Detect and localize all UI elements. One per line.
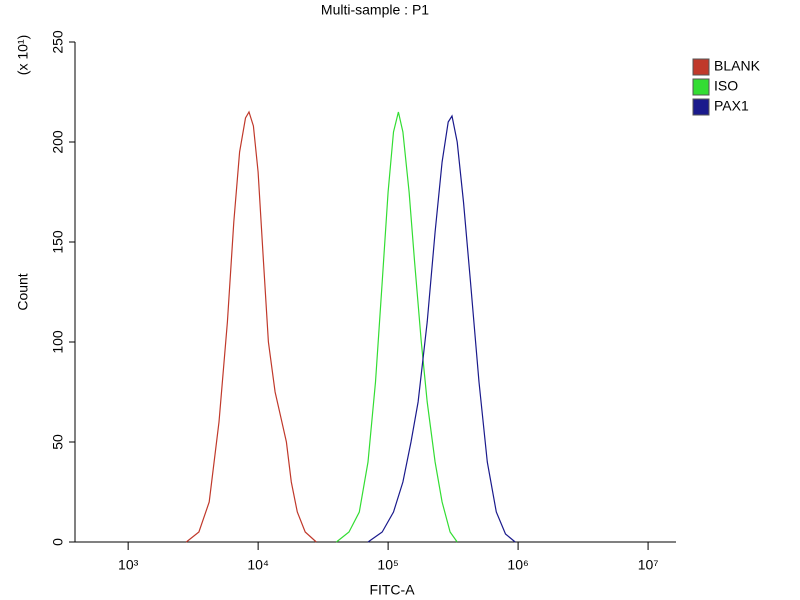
x-tick-label: 10⁷ xyxy=(638,557,659,573)
chart-title: Multi-sample : P1 xyxy=(321,2,429,18)
y-tick-label: 50 xyxy=(50,434,66,450)
y-axis-label: Count xyxy=(15,273,31,310)
legend-label: BLANK xyxy=(714,58,761,74)
series-line xyxy=(336,111,458,543)
series-line xyxy=(367,114,516,543)
x-tick-label: 10⁵ xyxy=(377,557,398,573)
y-multiplier: (x 10¹) xyxy=(15,35,31,75)
x-tick-label: 10⁴ xyxy=(247,557,269,573)
x-tick-label: 10⁶ xyxy=(507,557,528,573)
y-tick-label: 100 xyxy=(50,330,66,354)
series-line xyxy=(185,110,317,543)
legend-swatch xyxy=(692,78,710,96)
y-tick-label: 250 xyxy=(50,30,66,54)
x-tick-label: 10³ xyxy=(118,557,139,573)
legend-label: PAX1 xyxy=(714,98,749,114)
y-tick-label: 150 xyxy=(50,230,66,254)
legend-label: ISO xyxy=(714,78,738,94)
legend-swatch xyxy=(692,58,710,76)
y-tick-label: 0 xyxy=(50,538,66,546)
x-axis-label: FITC-A xyxy=(369,582,415,598)
legend-swatch xyxy=(692,98,710,116)
y-tick-label: 200 xyxy=(50,130,66,154)
